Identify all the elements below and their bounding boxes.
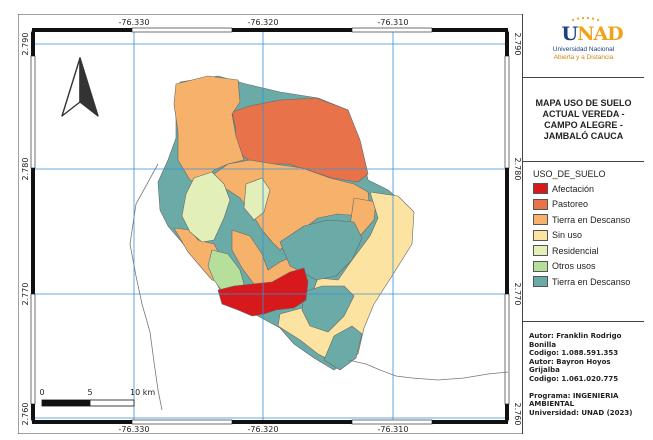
legend-swatch	[533, 183, 548, 195]
legend-swatch	[533, 214, 548, 226]
credit-line: Grijalba	[529, 366, 560, 375]
legend-label: Afectación	[552, 183, 595, 194]
polygon-tierra-descanso-teal-south	[301, 285, 355, 333]
credit-line: Bonilla	[529, 340, 557, 349]
lon-label-bottom: -76.320	[248, 425, 279, 434]
legend-item: Afectación	[533, 181, 644, 197]
polygon-residencial-west	[181, 171, 231, 243]
legend: USO_DE_SUELO Afectación Pastoreo Tierra en…	[523, 162, 644, 322]
credit-lines: Autor: Franklin Rodrigo Bonilla Codigo: 1.…	[529, 332, 644, 417]
scale-bar: 0 5 10 km	[39, 388, 155, 407]
credit-spacer	[529, 384, 644, 392]
credit-line: AMBIENTAL	[529, 400, 575, 409]
lon-label-top: -76.320	[248, 18, 279, 27]
logo-letter-u: U	[561, 23, 579, 45]
legend-label: Otros usos	[552, 261, 596, 272]
credit-line: Autor: Bayron Hoyos	[529, 357, 611, 366]
legend-label: Tierra en Descanso	[552, 214, 631, 225]
lon-label-bottom: -76.310	[378, 425, 409, 434]
legend-item: Otros usos	[533, 259, 644, 275]
map-border	[18, 14, 523, 434]
lon-label-top: -76.330	[119, 18, 150, 27]
legend-swatch	[533, 198, 548, 210]
polygon-tierra-descanso-teal-se	[323, 325, 363, 371]
logo-letters-nad: NAD	[577, 23, 624, 45]
credit-line: Codigo: 1.088.591.353	[529, 349, 619, 358]
scale-label-end: 10 km	[130, 388, 155, 397]
lat-label-left: 2.770	[21, 283, 30, 306]
unad-logo: UNAD	[561, 16, 624, 46]
legend-label: Pastoreo	[552, 199, 589, 210]
scale-label-mid: 5	[87, 388, 92, 397]
lon-label-bottom: -76.330	[119, 425, 150, 434]
graticule	[35, 32, 505, 420]
legend-item: Tierra en Descanso	[533, 212, 644, 228]
legend-label: Tierra en Descanso	[552, 276, 631, 287]
legend-item: Tierra en Descanso	[533, 274, 644, 290]
lat-label-left: 2.780	[21, 158, 30, 181]
legend-label: Sin uso	[552, 230, 583, 241]
credit-line: Universidad: UNAD (2023)	[529, 408, 633, 417]
scale-label-start: 0	[39, 388, 44, 397]
polygon-residencial-center	[243, 177, 271, 221]
legend-item: Sin uso	[533, 228, 644, 244]
lat-label-left: 2.790	[21, 33, 30, 56]
legend-title: USO_DE_SUELO	[533, 169, 606, 179]
lat-label-right: 2.780	[513, 158, 522, 181]
coordinate-labels: -76.330 -76.320 -76.310 -76.330 -76.320 …	[21, 18, 522, 434]
logo-subtitle-2: Abierta y a Distancia	[553, 54, 614, 61]
map-canvas: -76.330 -76.320 -76.310 -76.330 -76.320 …	[18, 14, 523, 434]
legend-item: Residencial	[533, 243, 644, 259]
legend-items: Afectación Pastoreo Tierra en Descanso Sin …	[533, 181, 644, 290]
lat-label-left: 2.760	[21, 403, 30, 426]
credit-line: Programa: INGENIERIA	[529, 391, 619, 400]
legend-label: Residencial	[552, 245, 599, 256]
credits-block: Autor: Franklin Rodrigo Bonilla Codigo: 1.…	[523, 322, 644, 434]
logo-dots-icon	[571, 16, 599, 22]
lat-label-right: 2.790	[513, 33, 522, 56]
lat-label-right: 2.770	[513, 283, 522, 306]
land-use-polygons	[157, 75, 415, 371]
north-arrow-icon	[61, 57, 99, 117]
lon-label-top: -76.310	[378, 18, 409, 27]
map-panel: -76.330 -76.320 -76.310 -76.330 -76.320 …	[18, 14, 523, 434]
lat-label-right: 2.760	[513, 403, 522, 426]
credit-line: Codigo: 1.061.020.775	[529, 374, 619, 383]
legend-swatch	[533, 245, 548, 257]
title-block: MAPA USO DE SUELO ACTUAL VEREDA - CAMPO …	[523, 78, 644, 162]
side-panel: UNAD Universidad Nacional Abierta y a Di…	[523, 14, 644, 434]
logo-subtitle-1: Universidad Nacional	[552, 46, 615, 53]
institution-logo: UNAD Universidad Nacional Abierta y a Di…	[523, 14, 644, 78]
legend-item: Pastoreo	[533, 197, 644, 213]
legend-swatch	[533, 260, 548, 272]
legend-swatch	[533, 276, 548, 288]
map-title: MAPA USO DE SUELO ACTUAL VEREDA - CAMPO …	[535, 97, 632, 141]
credit-line: Autor: Franklin Rodrigo	[529, 332, 622, 340]
legend-swatch	[533, 229, 548, 241]
